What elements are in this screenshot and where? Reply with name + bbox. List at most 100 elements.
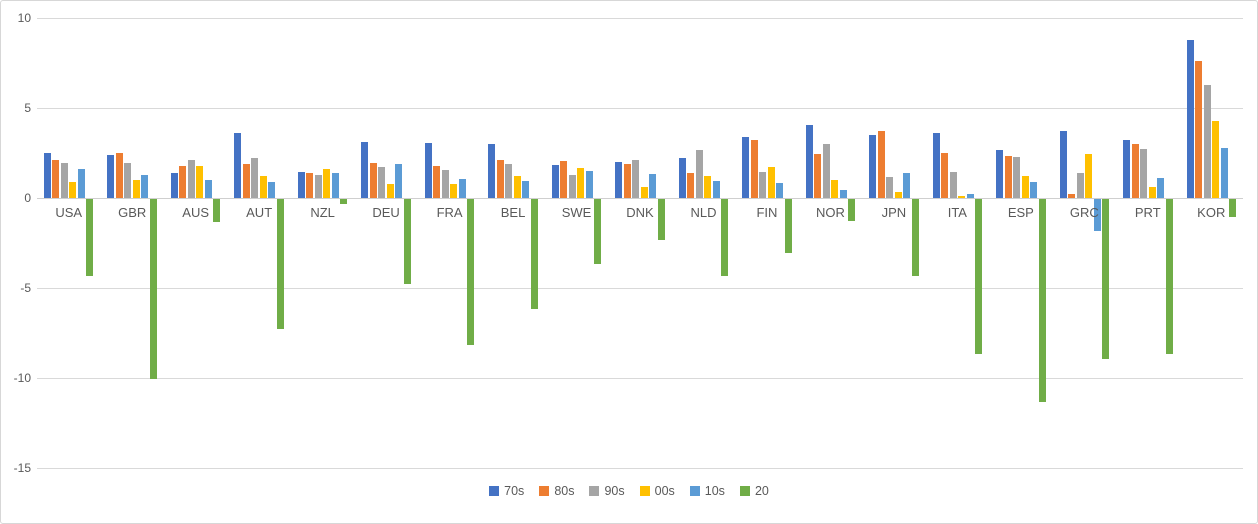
x-label-SWE: SWE	[561, 205, 592, 220]
bar-JPN-20	[911, 199, 919, 277]
bar-DEU-00s	[386, 183, 394, 198]
bar-GBR-70s	[107, 154, 115, 198]
bar-NLD-10s	[712, 180, 720, 198]
legend-label-70s: 70s	[504, 484, 525, 498]
x-label-ESP: ESP	[1007, 205, 1034, 220]
bar-NZL-90s	[314, 174, 322, 198]
y-tick-label-0: 0	[24, 191, 31, 205]
bar-DEU-10s	[395, 163, 403, 198]
y-tick-label--10: -10	[13, 371, 31, 385]
x-label-KOR: KOR	[1197, 205, 1226, 220]
bar-ESP-10s	[1030, 181, 1038, 198]
legend-swatch-00s	[639, 486, 650, 496]
bar-NLD-80s	[687, 172, 695, 198]
gridline-0	[37, 198, 1243, 199]
bar-DNK-80s	[623, 163, 631, 198]
x-label-BEL: BEL	[500, 205, 526, 220]
bar-NLD-00s	[704, 175, 712, 198]
legend-item-70s: 70s	[489, 484, 524, 498]
bar-GRC-20	[1102, 199, 1110, 360]
bar-GBR-00s	[132, 180, 140, 198]
x-label-NOR: NOR	[815, 205, 845, 220]
bar-BEL-80s	[496, 160, 504, 198]
bar-KOR-20	[1229, 199, 1236, 217]
gridline--10	[37, 378, 1243, 379]
y-tick-label--5: -5	[20, 281, 31, 295]
bar-PRT-80s	[1131, 144, 1139, 198]
legend-label-00s: 00s	[654, 484, 675, 498]
bar-JPN-70s	[869, 135, 877, 198]
bar-KOR-00s	[1212, 120, 1219, 198]
bar-FIN-90s	[759, 171, 767, 198]
bar-AUT-80s	[242, 163, 250, 198]
y-tick-label--15: -15	[13, 461, 31, 475]
bar-JPN-10s	[903, 172, 911, 198]
bar-NZL-10s	[331, 172, 339, 198]
legend-label-20: 20	[754, 484, 769, 498]
bar-FRA-70s	[424, 143, 432, 198]
bar-SWE-70s	[551, 164, 559, 198]
bar-USA-00s	[69, 181, 77, 198]
gridline--15	[37, 468, 1243, 469]
bar-NZL-70s	[297, 171, 305, 198]
bar-ITA-80s	[941, 153, 949, 198]
bar-ITA-90s	[949, 171, 957, 198]
x-label-NLD: NLD	[690, 205, 717, 220]
bar-SWE-10s	[585, 171, 593, 198]
bar-AUS-00s	[196, 165, 204, 198]
bar-BEL-90s	[505, 163, 513, 198]
bar-DEU-90s	[378, 166, 386, 198]
bar-NOR-20	[848, 199, 856, 221]
bar-ITA-10s	[966, 194, 974, 198]
bar-ESP-90s	[1013, 156, 1021, 198]
bar-PRT-20	[1165, 199, 1173, 354]
bar-NZL-80s	[306, 172, 314, 198]
bar-NOR-00s	[831, 180, 839, 198]
x-label-FRA: FRA	[436, 205, 463, 220]
bar-FIN-80s	[750, 140, 758, 198]
x-label-FIN: FIN	[756, 205, 778, 220]
bar-GRC-10s	[1093, 199, 1101, 232]
legend-item-10s: 10s	[689, 484, 725, 498]
x-label-DEU: DEU	[372, 205, 400, 220]
bar-USA-70s	[43, 153, 51, 198]
bar-DNK-70s	[615, 162, 623, 198]
bar-AUT-00s	[259, 175, 267, 198]
gridline-10	[37, 18, 1243, 19]
x-label-AUS: AUS	[182, 205, 210, 220]
bar-NOR-90s	[822, 144, 830, 198]
bar-DNK-10s	[649, 173, 657, 198]
legend-item-00s: 00s	[639, 484, 675, 498]
legend-item-80s: 80s	[539, 484, 574, 498]
x-label-GRC: GRC	[1069, 205, 1099, 220]
bar-FRA-80s	[433, 165, 441, 198]
legend-swatch-90s	[589, 486, 600, 496]
bar-SWE-20	[594, 199, 602, 264]
bar-NZL-20	[340, 199, 348, 204]
legend-swatch-80s	[539, 486, 550, 496]
x-label-AUT: AUT	[246, 205, 273, 220]
bar-AUT-70s	[234, 133, 242, 198]
bar-FRA-90s	[441, 170, 449, 198]
bar-AUS-70s	[170, 172, 178, 198]
bar-FIN-20	[784, 199, 792, 253]
bar-JPN-00s	[894, 191, 902, 198]
bar-KOR-70s	[1186, 39, 1194, 198]
bar-GRC-70s	[1059, 130, 1067, 198]
bar-PRT-00s	[1148, 187, 1156, 198]
bar-SWE-90s	[568, 174, 576, 198]
bar-NOR-70s	[805, 125, 813, 198]
bar-FIN-10s	[776, 182, 784, 198]
bar-KOR-10s	[1220, 147, 1228, 198]
bar-DEU-20	[403, 199, 411, 284]
bar-GBR-90s	[124, 162, 132, 198]
bar-USA-20	[86, 199, 94, 277]
bar-NLD-20	[721, 199, 729, 277]
bar-AUT-90s	[251, 158, 259, 198]
bar-NZL-00s	[323, 169, 331, 198]
bar-DNK-20	[657, 199, 665, 241]
legend-item-90s: 90s	[589, 484, 625, 498]
y-tick-label-5: 5	[24, 101, 31, 115]
bar-ESP-20	[1038, 199, 1046, 403]
bar-BEL-00s	[513, 176, 521, 198]
